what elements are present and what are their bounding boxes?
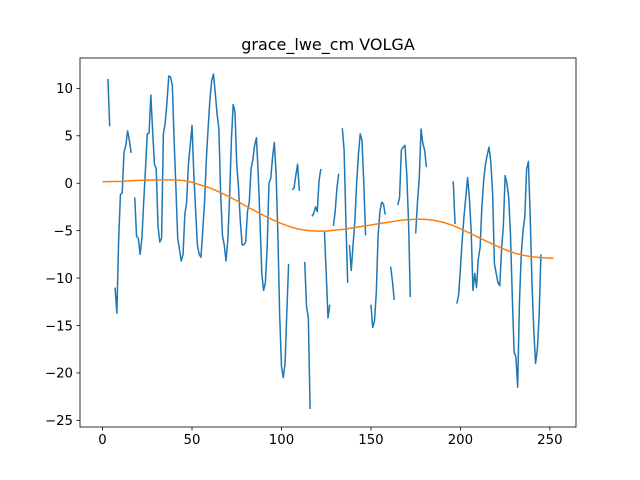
axes-frame	[79, 57, 577, 428]
y-tick-label: 5	[65, 130, 73, 145]
x-tick-label: 200	[448, 433, 473, 448]
series-line-2	[102, 179, 554, 259]
series-layer	[102, 73, 554, 409]
y-tick-label: −20	[45, 367, 73, 382]
y-tick-label: −10	[45, 272, 73, 287]
x-tick-label: 50	[184, 433, 201, 448]
chart-title: grace_lwe_cm VOLGA	[241, 35, 415, 55]
x-tick-label: 150	[358, 433, 383, 448]
y-tick-label: 0	[65, 177, 73, 192]
y-axis: 10 5 0 −5 −10 −15 −20 −25	[45, 82, 80, 429]
x-axis: 0 50 100 150 200 250	[98, 427, 563, 448]
y-tick-label: −15	[45, 319, 73, 334]
series-line-1	[107, 73, 542, 409]
plot-area	[79, 57, 577, 428]
x-tick-label: 100	[269, 433, 294, 448]
y-tick-label: −25	[45, 414, 73, 429]
x-tick-label: 0	[98, 433, 106, 448]
x-tick-label: 250	[537, 433, 562, 448]
y-tick-label: 10	[56, 82, 73, 97]
y-tick-label: −5	[53, 224, 73, 239]
